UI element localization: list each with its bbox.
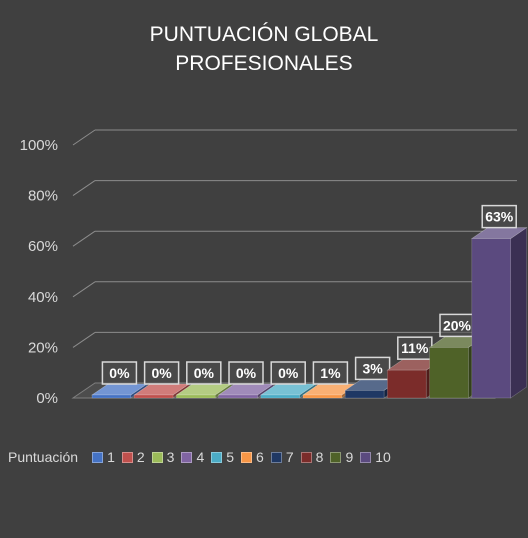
chart-title-line-1: PUNTUACIÓN GLOBAL — [149, 23, 379, 46]
legend-swatch — [211, 451, 223, 463]
legend-item: 9 — [330, 449, 353, 465]
data-label-box — [186, 361, 222, 385]
data-label-box — [101, 361, 138, 385]
data-label: 11% — [401, 340, 429, 356]
bar-1 — [91, 394, 132, 399]
legend-item: 6 — [241, 449, 264, 465]
y-tick-label: 100% — [20, 137, 58, 154]
legend-item: 4 — [181, 449, 204, 465]
y-tick-label: 0% — [36, 390, 58, 407]
legend-swatch — [330, 451, 342, 463]
legend-swatch — [121, 451, 133, 463]
gridline-diag — [72, 281, 96, 298]
legend-label: 6 — [256, 449, 264, 465]
bar-side — [510, 227, 527, 399]
data-label-box — [354, 356, 391, 381]
legend-label: 9 — [345, 449, 354, 465]
data-label-box — [312, 361, 349, 385]
data-label: 0% — [109, 365, 130, 381]
bar-6 — [302, 394, 343, 399]
gridline-diag — [72, 129, 96, 146]
bar-5 — [260, 394, 300, 399]
bar-4 — [218, 394, 258, 399]
data-label-box — [143, 361, 180, 385]
data-label: 1% — [320, 365, 341, 381]
chart-title: PUNTUACIÓN GLOBAL PROFESIONALES — [0, 20, 528, 78]
legend-label: 4 — [196, 449, 205, 465]
data-label-box — [270, 361, 306, 385]
legend-item: 2 — [121, 449, 145, 465]
legend-swatch — [270, 451, 282, 463]
data-label: 0% — [151, 365, 172, 381]
y-tick-label: 20% — [28, 339, 58, 356]
data-label-box — [228, 361, 264, 385]
bar-2 — [133, 394, 174, 399]
y-tick-label: 40% — [28, 289, 58, 306]
legend-item: 5 — [211, 449, 234, 465]
data-label: 0% — [278, 365, 299, 381]
legend-swatch — [181, 451, 193, 463]
gridline-diag — [72, 180, 96, 197]
data-label: 3% — [362, 360, 383, 376]
legend-label: 8 — [315, 449, 324, 465]
legend-label: 10 — [375, 449, 391, 465]
gridline-diag — [72, 230, 96, 247]
data-label: 20% — [443, 317, 472, 333]
bar-9 — [429, 347, 469, 399]
data-label: 63% — [485, 209, 514, 225]
legend-label: 1 — [107, 449, 115, 465]
legend-swatch — [360, 451, 372, 463]
legend-item: 7 — [270, 449, 294, 465]
legend-label: 3 — [166, 449, 175, 465]
legend-item: 3 — [151, 449, 175, 465]
data-label: 0% — [194, 365, 215, 381]
bar-10 — [471, 238, 511, 399]
bar-3 — [176, 394, 216, 399]
legend-item: 1 — [92, 449, 115, 465]
bar-8 — [387, 369, 427, 399]
y-tick-label: 80% — [28, 188, 58, 205]
legend-label: 5 — [226, 449, 235, 465]
chart-title-line-2: PROFESIONALES — [175, 52, 353, 75]
data-label: 0% — [236, 365, 257, 381]
legend-label: 2 — [136, 449, 145, 465]
gridline-diag — [72, 331, 96, 348]
legend-swatch — [151, 451, 163, 463]
legend-title: Puntuación — [8, 449, 79, 465]
data-label-box — [481, 204, 517, 229]
y-tick-label: 60% — [28, 238, 58, 255]
legend-swatch — [92, 451, 104, 463]
legend-label: 7 — [285, 449, 294, 465]
legend-item: 10 — [360, 449, 391, 465]
legend-swatch — [241, 451, 253, 463]
legend: Puntuación 1 2 3 4 5 6 7 8 9 10 — [8, 447, 398, 467]
bar-7 — [344, 390, 385, 399]
legend-item: 8 — [300, 449, 324, 465]
legend-swatch — [300, 451, 312, 463]
